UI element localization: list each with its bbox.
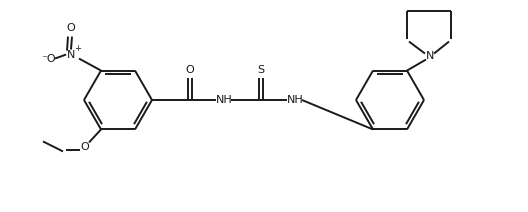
Text: NH: NH bbox=[215, 95, 232, 105]
Text: N: N bbox=[426, 50, 434, 61]
Text: +: + bbox=[74, 44, 81, 53]
Text: O: O bbox=[186, 65, 194, 75]
Text: ⁻O: ⁻O bbox=[41, 54, 55, 64]
Text: N: N bbox=[67, 50, 75, 60]
Text: O: O bbox=[81, 142, 89, 152]
Text: S: S bbox=[258, 65, 265, 75]
Text: O: O bbox=[67, 22, 76, 33]
Text: NH: NH bbox=[287, 95, 304, 105]
